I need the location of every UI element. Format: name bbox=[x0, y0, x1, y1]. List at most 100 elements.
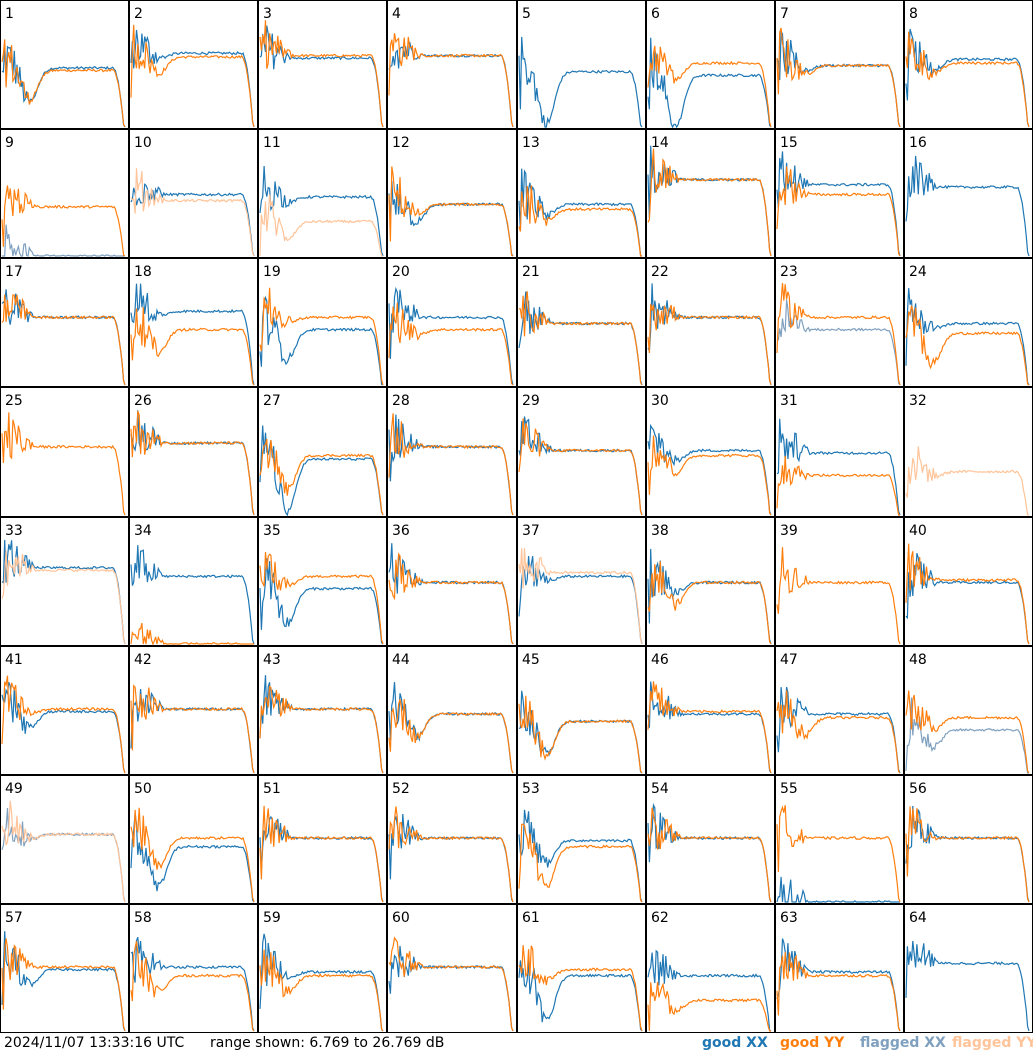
series-good-yy bbox=[776, 455, 900, 516]
panel-number: 57 bbox=[5, 910, 23, 926]
series-good-yy bbox=[130, 684, 255, 774]
series-flagged-yy bbox=[518, 547, 643, 645]
panel-number: 64 bbox=[909, 910, 927, 926]
panel-number: 8 bbox=[909, 6, 918, 22]
panel-number: 21 bbox=[522, 264, 540, 280]
panel-53: 53 bbox=[517, 775, 646, 904]
panel-8: 8 bbox=[904, 0, 1033, 129]
series-good-yy bbox=[388, 936, 514, 1032]
series-good-yy bbox=[776, 952, 901, 1032]
legend-flagged-yy: flagged YY bbox=[952, 1035, 1033, 1051]
panel-frame bbox=[129, 904, 258, 1033]
panel-number: 5 bbox=[522, 6, 531, 22]
series-good-yy bbox=[1, 185, 126, 257]
panel-9: 9 bbox=[0, 129, 129, 258]
panel-number: 13 bbox=[522, 135, 540, 151]
legend-good-xx: good XX bbox=[702, 1035, 768, 1051]
panel-frame bbox=[258, 0, 387, 129]
legend-flagged-xx: flagged XX bbox=[860, 1035, 946, 1051]
series-good-yy bbox=[776, 547, 901, 645]
panel-number: 19 bbox=[263, 264, 281, 280]
panel-56: 56 bbox=[904, 775, 1033, 904]
series-flagged-xx bbox=[1, 807, 126, 903]
series-good-yy bbox=[1, 294, 126, 386]
series-good-xx bbox=[130, 183, 255, 257]
series-good-xx bbox=[647, 423, 772, 516]
series-good-xx bbox=[518, 960, 643, 1032]
panel-number: 36 bbox=[392, 523, 410, 539]
panel-number: 2 bbox=[134, 6, 143, 22]
series-good-yy bbox=[776, 690, 901, 774]
panel-frame bbox=[517, 129, 646, 258]
series-good-xx bbox=[259, 295, 384, 386]
panel-59: 59 bbox=[258, 904, 387, 1033]
panel-45: 45 bbox=[517, 646, 646, 775]
series-flagged-xx bbox=[2, 224, 125, 257]
panel-frame bbox=[129, 387, 258, 517]
panel-13: 13 bbox=[517, 129, 646, 258]
series-good-xx bbox=[776, 876, 900, 904]
panel-number: 4 bbox=[392, 6, 401, 22]
series-good-xx bbox=[518, 36, 643, 128]
panel-42: 42 bbox=[129, 646, 258, 775]
series-good-xx bbox=[259, 558, 384, 645]
series-good-yy bbox=[388, 806, 514, 903]
series-good-yy bbox=[130, 307, 255, 386]
series-good-xx bbox=[518, 556, 643, 645]
panel-frame bbox=[0, 258, 129, 387]
series-flagged-yy bbox=[905, 446, 1030, 516]
panel-4: 4 bbox=[387, 0, 517, 129]
series-flagged-xx bbox=[905, 697, 1030, 774]
panel-number: 39 bbox=[780, 523, 798, 539]
panel-number: 20 bbox=[392, 264, 410, 280]
series-good-xx bbox=[647, 949, 772, 1032]
panel-34: 34 bbox=[129, 517, 258, 646]
panel-40: 40 bbox=[904, 517, 1033, 646]
series-good-xx bbox=[647, 37, 772, 129]
series-good-yy bbox=[259, 287, 384, 386]
panel-number: 1 bbox=[5, 6, 14, 22]
series-good-xx bbox=[259, 25, 384, 128]
series-good-yy bbox=[647, 982, 771, 1032]
panel-frame bbox=[387, 0, 517, 129]
panel-frame bbox=[0, 387, 129, 517]
panel-number: 32 bbox=[909, 393, 927, 409]
series-good-yy bbox=[130, 941, 255, 1032]
panel-number: 31 bbox=[780, 393, 798, 409]
panel-number: 10 bbox=[134, 135, 152, 151]
panel-number: 40 bbox=[909, 523, 927, 539]
series-good-yy bbox=[259, 684, 384, 774]
panel-number: 46 bbox=[651, 652, 669, 668]
series-good-yy bbox=[647, 303, 772, 386]
panel-29: 29 bbox=[517, 387, 646, 517]
panel-number: 11 bbox=[263, 135, 281, 151]
panel-frame bbox=[129, 775, 258, 904]
series-good-xx bbox=[130, 936, 255, 1032]
panel-frame bbox=[775, 0, 904, 129]
panel-number: 45 bbox=[522, 652, 540, 668]
panel-64: 64 bbox=[904, 904, 1033, 1033]
panel-35: 35 bbox=[258, 517, 387, 646]
panel-number: 26 bbox=[134, 393, 152, 409]
series-good-yy bbox=[905, 305, 1030, 386]
series-good-yy bbox=[259, 438, 384, 516]
panel-number: 3 bbox=[263, 6, 272, 22]
panel-frame bbox=[0, 517, 129, 646]
panel-14: 14 bbox=[646, 129, 775, 258]
panel-50: 50 bbox=[129, 775, 258, 904]
panel-63: 63 bbox=[775, 904, 904, 1033]
panel-number: 48 bbox=[909, 652, 927, 668]
panel-frame bbox=[0, 646, 129, 775]
panel-number: 38 bbox=[651, 523, 669, 539]
panel-frame bbox=[0, 0, 129, 129]
panel-number: 56 bbox=[909, 781, 927, 797]
series-good-xx bbox=[518, 168, 643, 257]
series-good-yy bbox=[518, 291, 643, 386]
panel-49: 49 bbox=[0, 775, 129, 904]
panel-22: 22 bbox=[646, 258, 775, 387]
panel-number: 24 bbox=[909, 264, 927, 280]
panel-frame bbox=[517, 646, 646, 775]
panel-18: 18 bbox=[129, 258, 258, 387]
series-good-yy bbox=[388, 698, 514, 774]
panel-frame bbox=[387, 129, 517, 258]
